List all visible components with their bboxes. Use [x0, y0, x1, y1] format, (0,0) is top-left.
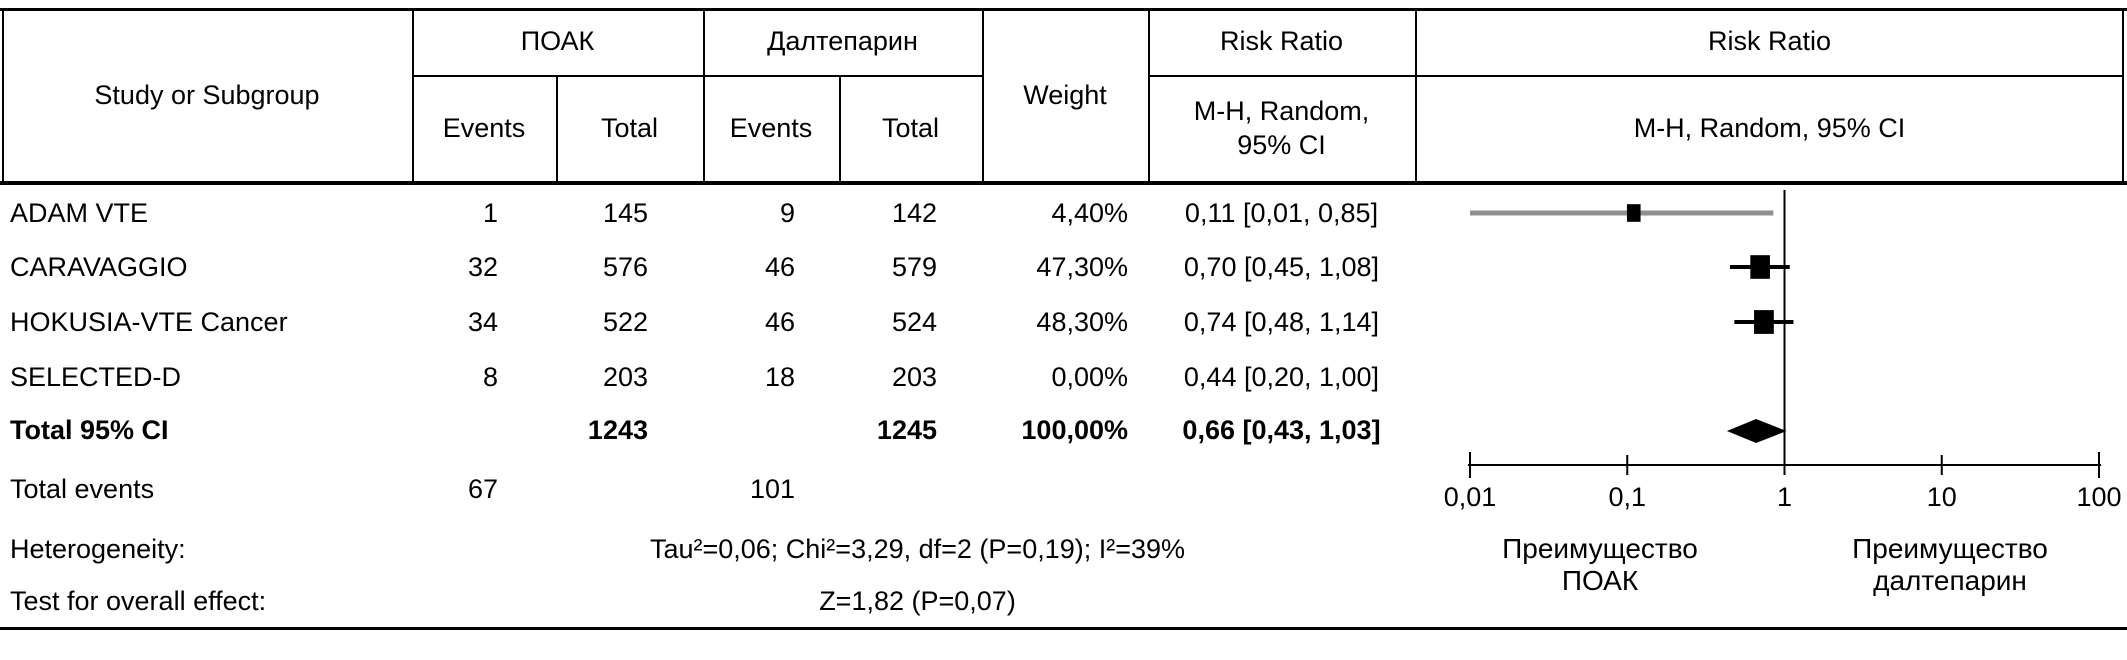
x-axis-tick-label: 100	[2076, 482, 2121, 512]
summary-diamond	[1726, 419, 1787, 443]
divider-poak-dalteparin	[703, 8, 705, 185]
total-events-dalteparin: 101	[749, 473, 795, 504]
total-poak-cell: 576	[602, 251, 648, 282]
header-right-border	[2122, 8, 2124, 185]
mh-header-line1: M-H, Random,	[1193, 96, 1370, 127]
rr-underline	[1148, 75, 1415, 77]
column-header-risk-ratio: Risk Ratio	[1219, 25, 1344, 56]
study-name: SELECTED-D	[10, 361, 182, 392]
divider-events1-total1	[556, 75, 558, 185]
direction-label: ПОАК	[1562, 565, 1639, 596]
direction-label: далтепарин	[1873, 565, 2027, 596]
x-axis-tick-label: 0,1	[1608, 482, 1646, 512]
heterogeneity-stats: Tau²=0,06; Chi²=3,29, df=2 (P=0,19); I²=…	[649, 533, 1186, 564]
overall-effect-stats: Z=1,82 (P=0,07)	[819, 585, 1016, 616]
total-poak-sum: 1243	[587, 414, 648, 445]
divider-weight-rr	[1148, 8, 1150, 185]
study-name: ADAM VTE	[10, 197, 149, 228]
weight-cell: 4,40%	[1051, 197, 1128, 228]
total-dalteparin-cell: 203	[891, 361, 937, 392]
study-name: HOKUSIA-VTE Cancer	[10, 306, 288, 337]
total-weight: 100,00%	[1021, 414, 1128, 445]
effect-square	[1626, 204, 1641, 222]
events-poak-cell: 32	[467, 251, 498, 282]
header-bottom-border	[0, 181, 2127, 185]
total-dalteparin-cell: 524	[891, 306, 937, 337]
weight-cell: 47,30%	[1036, 251, 1128, 282]
events-dalteparin-cell: 46	[764, 251, 795, 282]
column-header-events-poak: Events	[442, 113, 526, 144]
weight-cell: 0,00%	[1051, 361, 1128, 392]
effect-square	[1754, 310, 1774, 334]
effect-square	[1750, 255, 1770, 279]
events-dalteparin-cell: 18	[764, 361, 795, 392]
divider-events2-total2	[839, 75, 841, 185]
total-events-label: Total events	[10, 473, 155, 504]
total-dalteparin-cell: 579	[891, 251, 937, 282]
total-poak-cell: 522	[602, 306, 648, 337]
table-bottom-border	[0, 627, 2127, 630]
total-dalteparin-cell: 142	[891, 197, 937, 228]
column-header-total-poak: Total	[600, 113, 659, 144]
group2-underline	[703, 75, 982, 77]
weight-cell: 48,30%	[1036, 306, 1128, 337]
overall-effect-label: Test for overall effect:	[10, 585, 267, 616]
events-dalteparin-cell: 46	[764, 306, 795, 337]
total-events-poak: 67	[467, 473, 498, 504]
plot-title-underline	[1415, 75, 2124, 77]
table-top-border	[0, 8, 2127, 11]
x-axis-tick-label: 0,01	[1444, 482, 1497, 512]
events-poak-cell: 34	[467, 306, 498, 337]
plot-header-risk-ratio: Risk Ratio	[1707, 25, 1832, 56]
risk-ratio-ci-cell: 0,70 [0,45, 1,08]	[1183, 251, 1380, 282]
total-dalteparin-sum: 1245	[876, 414, 937, 445]
direction-label: Преимущество	[1502, 533, 1698, 564]
x-axis-tick-label: 1	[1777, 482, 1792, 512]
divider-study-poak	[412, 8, 414, 185]
study-name: CARAVAGGIO	[10, 251, 188, 282]
heterogeneity-label: Heterogeneity:	[10, 533, 186, 564]
events-poak-cell: 1	[482, 197, 498, 228]
mh-header-line2: 95% CI	[1237, 130, 1326, 160]
column-header-weight: Weight	[1023, 79, 1107, 110]
total-poak-cell: 203	[602, 361, 648, 392]
total-poak-cell: 145	[602, 197, 648, 228]
column-header-total-dalteparin: Total	[881, 113, 940, 144]
column-header-mh-random-ci: M-H, Random, 95% CI	[1148, 75, 1415, 183]
direction-label: Преимущество	[1852, 533, 2048, 564]
group-header-poak: ПОАК	[520, 25, 595, 56]
column-header-events-dalteparin: Events	[729, 113, 813, 144]
total-risk-ratio-ci: 0,66 [0,43, 1,03]	[1182, 414, 1381, 445]
plot-header-mh-random-ci: M-H, Random, 95% CI	[1633, 113, 1906, 144]
x-axis-tick-label: 10	[1927, 482, 1957, 512]
risk-ratio-ci-cell: 0,74 [0,48, 1,14]	[1183, 306, 1380, 337]
divider-rr-plot	[1415, 8, 1417, 185]
risk-ratio-ci-cell: 0,44 [0,20, 1,00]	[1183, 361, 1380, 392]
events-poak-cell: 8	[482, 361, 498, 392]
total-ci-label: Total 95% CI	[10, 414, 169, 445]
events-dalteparin-cell: 9	[779, 197, 795, 228]
column-header-study: Study or Subgroup	[94, 79, 320, 110]
divider-dalteparin-weight	[982, 8, 984, 185]
risk-ratio-ci-cell: 0,11 [0,01, 0,85]	[1184, 197, 1379, 228]
group-header-dalteparin: Далтепарин	[767, 25, 918, 56]
header-left-border	[2, 8, 4, 185]
